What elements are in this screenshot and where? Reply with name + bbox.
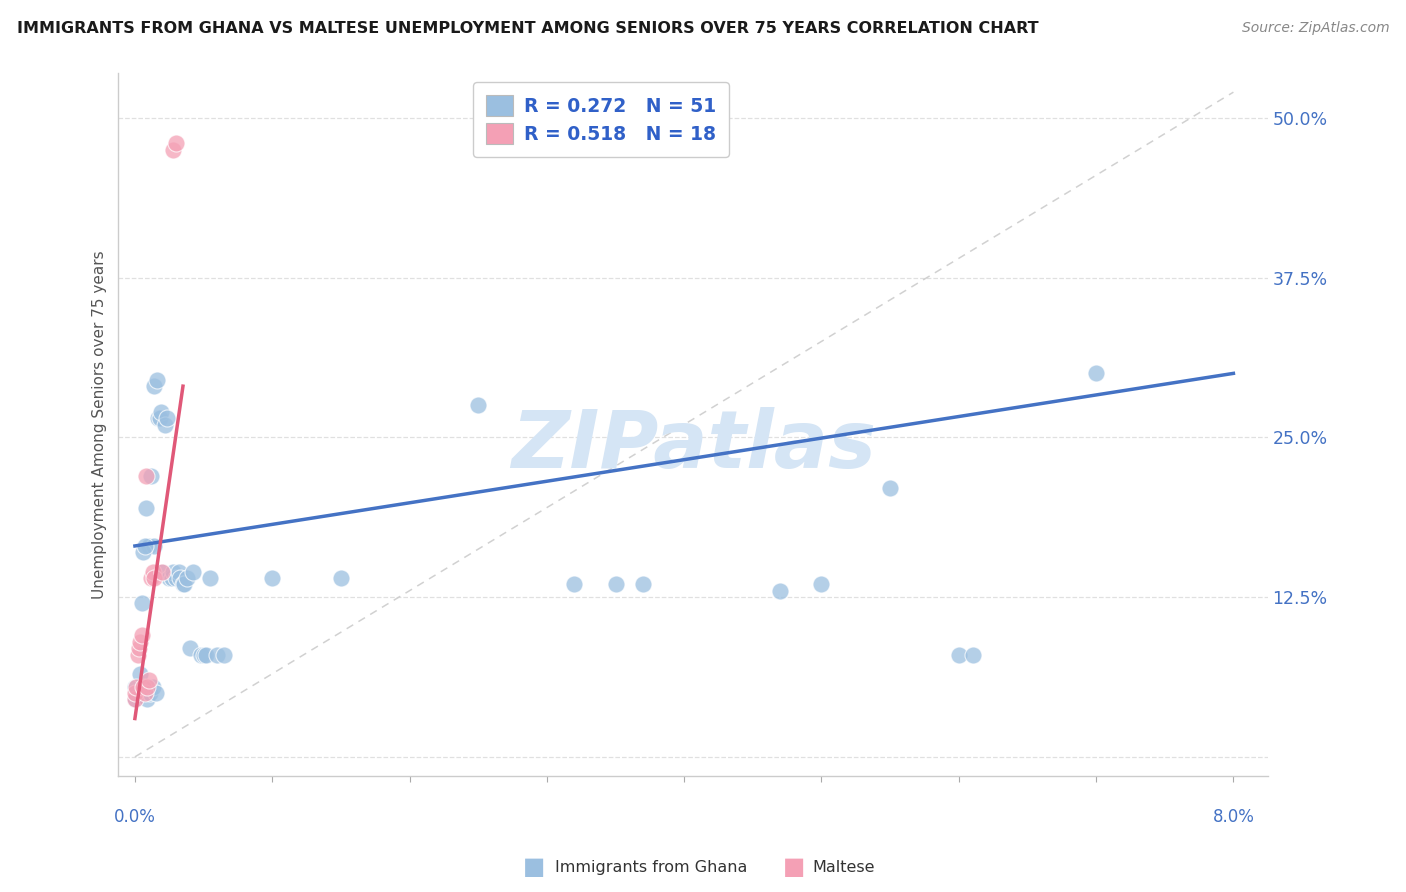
Point [155, 411, 177, 425]
Point [124, 686, 146, 700]
Point [136, 692, 159, 706]
Point [150, 405, 173, 419]
Point [200, 571, 222, 585]
Point [193, 648, 215, 662]
Point [135, 500, 157, 515]
Point [139, 686, 162, 700]
Point [948, 648, 970, 662]
Point [329, 571, 352, 585]
Point [132, 680, 155, 694]
Point [143, 539, 166, 553]
Point [605, 577, 627, 591]
Point [134, 539, 156, 553]
Point [149, 411, 172, 425]
Text: Immigrants from Ghana: Immigrants from Ghana [555, 860, 748, 874]
Point [190, 648, 212, 662]
Point [467, 398, 489, 412]
Point [179, 641, 201, 656]
Point [143, 571, 166, 585]
Point [134, 686, 156, 700]
Text: Maltese: Maltese [813, 860, 875, 874]
Text: Source: ZipAtlas.com: Source: ZipAtlas.com [1241, 21, 1389, 36]
Point [145, 686, 167, 700]
Y-axis label: Unemployment Among Seniors over 75 years: Unemployment Among Seniors over 75 years [93, 250, 107, 599]
Text: ■: ■ [523, 855, 546, 879]
Point [124, 692, 146, 706]
Point [162, 565, 184, 579]
Point [173, 577, 195, 591]
Point [162, 143, 184, 157]
Point [172, 577, 194, 591]
Point [262, 571, 284, 585]
Legend: R = 0.272   N = 51, R = 0.518   N = 18: R = 0.272 N = 51, R = 0.518 N = 18 [474, 82, 730, 157]
Point [962, 648, 984, 662]
Point [153, 417, 176, 432]
Point [160, 571, 183, 585]
Point [142, 565, 165, 579]
Text: 0.0%: 0.0% [114, 808, 156, 826]
Point [129, 666, 152, 681]
Text: ■: ■ [783, 855, 806, 879]
Point [127, 648, 149, 662]
Point [207, 648, 229, 662]
Point [141, 571, 163, 585]
Point [124, 680, 146, 694]
Point [125, 680, 148, 694]
Point [131, 628, 153, 642]
Point [150, 565, 173, 579]
Point [165, 136, 187, 151]
Point [132, 545, 155, 559]
Point [157, 571, 180, 585]
Point [165, 571, 187, 585]
Point [142, 680, 165, 694]
Point [169, 571, 191, 585]
Point [136, 680, 159, 694]
Point [143, 379, 166, 393]
Text: 8.0%: 8.0% [1212, 808, 1254, 826]
Point [128, 641, 150, 656]
Point [138, 673, 160, 688]
Point [810, 577, 832, 591]
Point [212, 648, 235, 662]
Point [146, 373, 169, 387]
Point [141, 468, 163, 483]
Point [181, 565, 204, 579]
Point [167, 565, 190, 579]
Point [148, 411, 170, 425]
Point [195, 648, 218, 662]
Point [879, 482, 901, 496]
Point [131, 597, 153, 611]
Point [129, 635, 152, 649]
Point [769, 583, 792, 598]
Point [562, 577, 585, 591]
Text: IMMIGRANTS FROM GHANA VS MALTESE UNEMPLOYMENT AMONG SENIORS OVER 75 YEARS CORREL: IMMIGRANTS FROM GHANA VS MALTESE UNEMPLO… [17, 21, 1039, 37]
Point [138, 539, 160, 553]
Point [150, 565, 173, 579]
Text: ZIPatlas: ZIPatlas [510, 407, 876, 484]
Point [1085, 367, 1108, 381]
Point [631, 577, 654, 591]
Point [124, 692, 146, 706]
Point [135, 468, 157, 483]
Point [176, 571, 198, 585]
